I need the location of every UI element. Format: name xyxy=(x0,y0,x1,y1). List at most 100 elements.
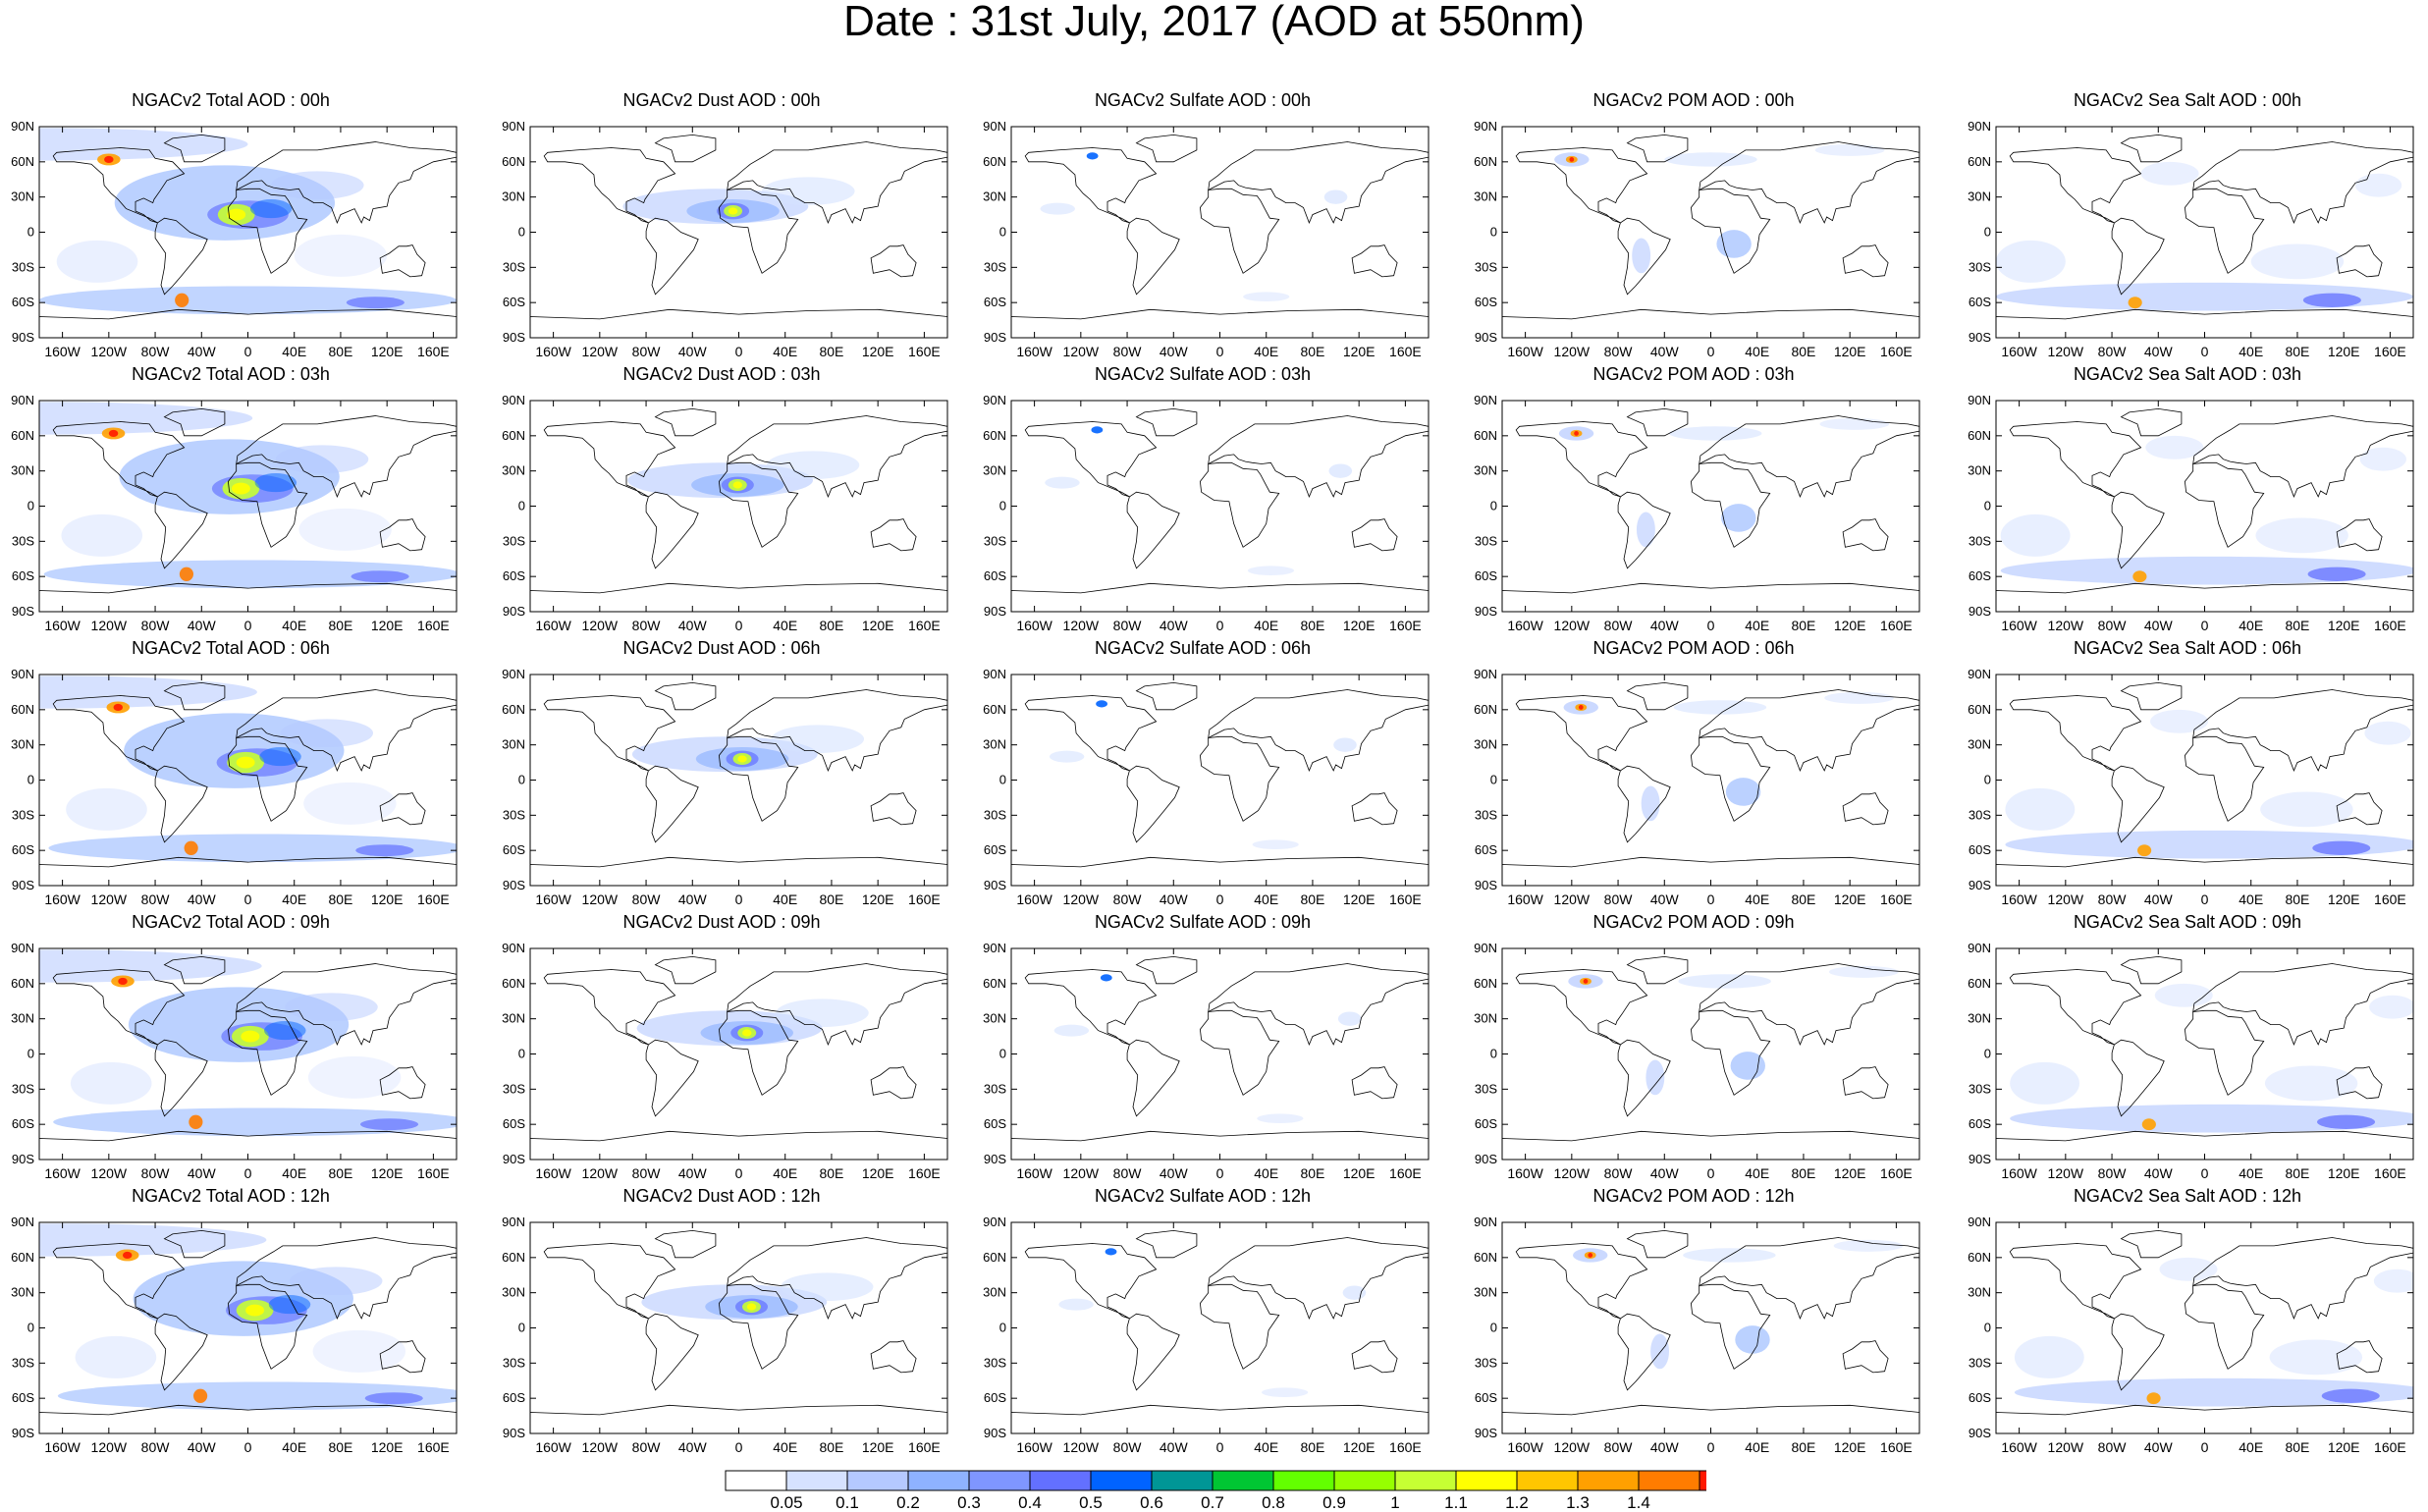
aod-plume xyxy=(1086,152,1099,160)
aod-plume xyxy=(346,297,405,309)
aod-plume xyxy=(1342,1285,1367,1300)
coastline xyxy=(654,407,717,437)
lon-tick-label: 120W xyxy=(1554,891,1591,907)
lon-tick-label: 160E xyxy=(417,1439,450,1455)
aod-field xyxy=(641,1272,874,1321)
aod-plume xyxy=(2317,1114,2376,1129)
world-map: 90N 60N 30N 0 30S 60S 90S 160W 120W 80W 40W 0 40E 80E… xyxy=(502,393,948,633)
lon-tick-label: 40W xyxy=(1160,1439,1189,1455)
lon-tick-label: 120W xyxy=(582,1165,619,1181)
coastline xyxy=(718,735,799,822)
lat-tick-label: 90N xyxy=(1968,393,1991,407)
aod-plume xyxy=(1323,189,1348,204)
panel-title: NGACv2 Dust AOD : 12h xyxy=(622,1186,821,1206)
lon-tick-label: 0 xyxy=(1216,618,1224,633)
coastline xyxy=(1996,582,2413,612)
lat-tick-label: 30S xyxy=(984,533,1006,548)
aod-plume xyxy=(2141,1118,2156,1131)
lon-tick-label: 160W xyxy=(1507,344,1543,359)
lon-tick-label: 40E xyxy=(773,891,797,907)
lon-tick-label: 80W xyxy=(141,618,171,633)
aod-plume xyxy=(2010,1061,2079,1105)
aod-plume xyxy=(1337,1011,1362,1026)
lon-tick-label: 120E xyxy=(862,1165,894,1181)
lon-tick-label: 120E xyxy=(1343,1165,1376,1181)
aod-plume xyxy=(179,567,194,581)
coastline xyxy=(236,415,457,498)
aod-plume xyxy=(762,177,855,206)
lat-tick-label: 60S xyxy=(503,842,525,857)
lat-tick-label: 90N xyxy=(1474,941,1497,955)
aod-plume xyxy=(2150,709,2209,733)
lat-tick-label: 0 xyxy=(1984,499,1991,513)
panel-title: NGACv2 Total AOD : 00h xyxy=(132,90,330,110)
lon-tick-label: 0 xyxy=(1216,1439,1224,1455)
lon-tick-label: 160E xyxy=(1880,891,1913,907)
lon-tick-label: 40E xyxy=(282,1165,306,1181)
aod-plume xyxy=(2146,1392,2161,1405)
lat-tick-label: 60S xyxy=(1475,295,1497,309)
lon-tick-label: 40W xyxy=(1650,891,1680,907)
coastline xyxy=(654,681,717,711)
coastline xyxy=(1515,421,1648,498)
lat-tick-label: 30N xyxy=(983,463,1006,478)
lon-tick-label: 80E xyxy=(1791,1439,1815,1455)
coastlines xyxy=(530,407,947,612)
coastlines xyxy=(1996,955,2413,1160)
coastline xyxy=(1011,308,1429,338)
lon-tick-label: 80W xyxy=(632,618,662,633)
coastline xyxy=(727,689,947,772)
world-map: 90N 60N 30N 0 30S 60S 90S 160W 120W 80W 40W 0 40E 80E… xyxy=(983,941,1430,1181)
coastline xyxy=(2336,1340,2383,1374)
coastline xyxy=(1126,1039,1180,1117)
coastline xyxy=(163,407,226,437)
aod-plume xyxy=(1646,1059,1665,1096)
lat-tick-label: 60N xyxy=(11,976,34,991)
lon-tick-label: 160E xyxy=(1880,1439,1913,1455)
aod-plume xyxy=(1578,705,1584,710)
lon-tick-label: 120E xyxy=(371,618,404,633)
lon-tick-label: 0 xyxy=(2201,1165,2209,1181)
world-map: 90N 60N 30N 0 30S 60S 90S 160W 120W 80W 40W 0 40E 80E… xyxy=(983,667,1430,907)
aod-plume xyxy=(1735,1325,1770,1354)
lat-tick-label: 90S xyxy=(12,878,34,892)
lat-tick-label: 30S xyxy=(503,1081,525,1096)
lat-tick-label: 30S xyxy=(503,533,525,548)
colorbar-swatch xyxy=(907,1470,970,1491)
lon-tick-label: 0 xyxy=(244,1165,252,1181)
aod-plume xyxy=(298,508,392,551)
lat-tick-label: 90N xyxy=(1968,941,1991,955)
lat-tick-label: 90S xyxy=(984,1426,1006,1440)
lat-tick-label: 60S xyxy=(1969,1390,1991,1405)
coastline xyxy=(227,735,308,822)
coastline xyxy=(227,1009,308,1096)
coastline xyxy=(2192,963,2413,1046)
lon-tick-label: 160W xyxy=(2001,1165,2037,1181)
aod-field xyxy=(1049,700,1357,849)
lat-tick-label: 90N xyxy=(11,119,34,134)
coastline xyxy=(1199,735,1280,822)
aod-plume xyxy=(1333,737,1357,752)
coastline xyxy=(154,1039,208,1117)
lon-tick-label: 80W xyxy=(1604,1439,1634,1455)
coastline xyxy=(379,518,426,552)
aod-plume xyxy=(1636,512,1655,548)
aod-field xyxy=(636,999,869,1047)
aod-plume xyxy=(1252,839,1299,849)
lon-tick-label: 160W xyxy=(1016,1165,1052,1181)
aod-plume xyxy=(2269,1339,2363,1376)
lon-tick-label: 160E xyxy=(2374,1439,2406,1455)
colorbar-label: 0.6 xyxy=(1140,1493,1163,1511)
lat-tick-label: 90S xyxy=(503,1152,525,1166)
lat-tick-label: 90N xyxy=(502,941,525,955)
colorbar-swatch xyxy=(725,1470,787,1491)
lat-tick-label: 90N xyxy=(983,393,1006,407)
coastline xyxy=(1515,147,1648,224)
aod-field xyxy=(39,675,457,863)
world-map: 90N 60N 30N 0 30S 60S 90S 160W 120W 80W 40W 0 40E 80E… xyxy=(1968,941,2414,1181)
coastline xyxy=(1351,244,1398,278)
coastline xyxy=(163,1229,226,1259)
coastline xyxy=(2120,407,2183,437)
lat-tick-label: 30S xyxy=(1475,533,1497,548)
panel-title: NGACv2 Sulfate AOD : 12h xyxy=(1094,1186,1312,1206)
